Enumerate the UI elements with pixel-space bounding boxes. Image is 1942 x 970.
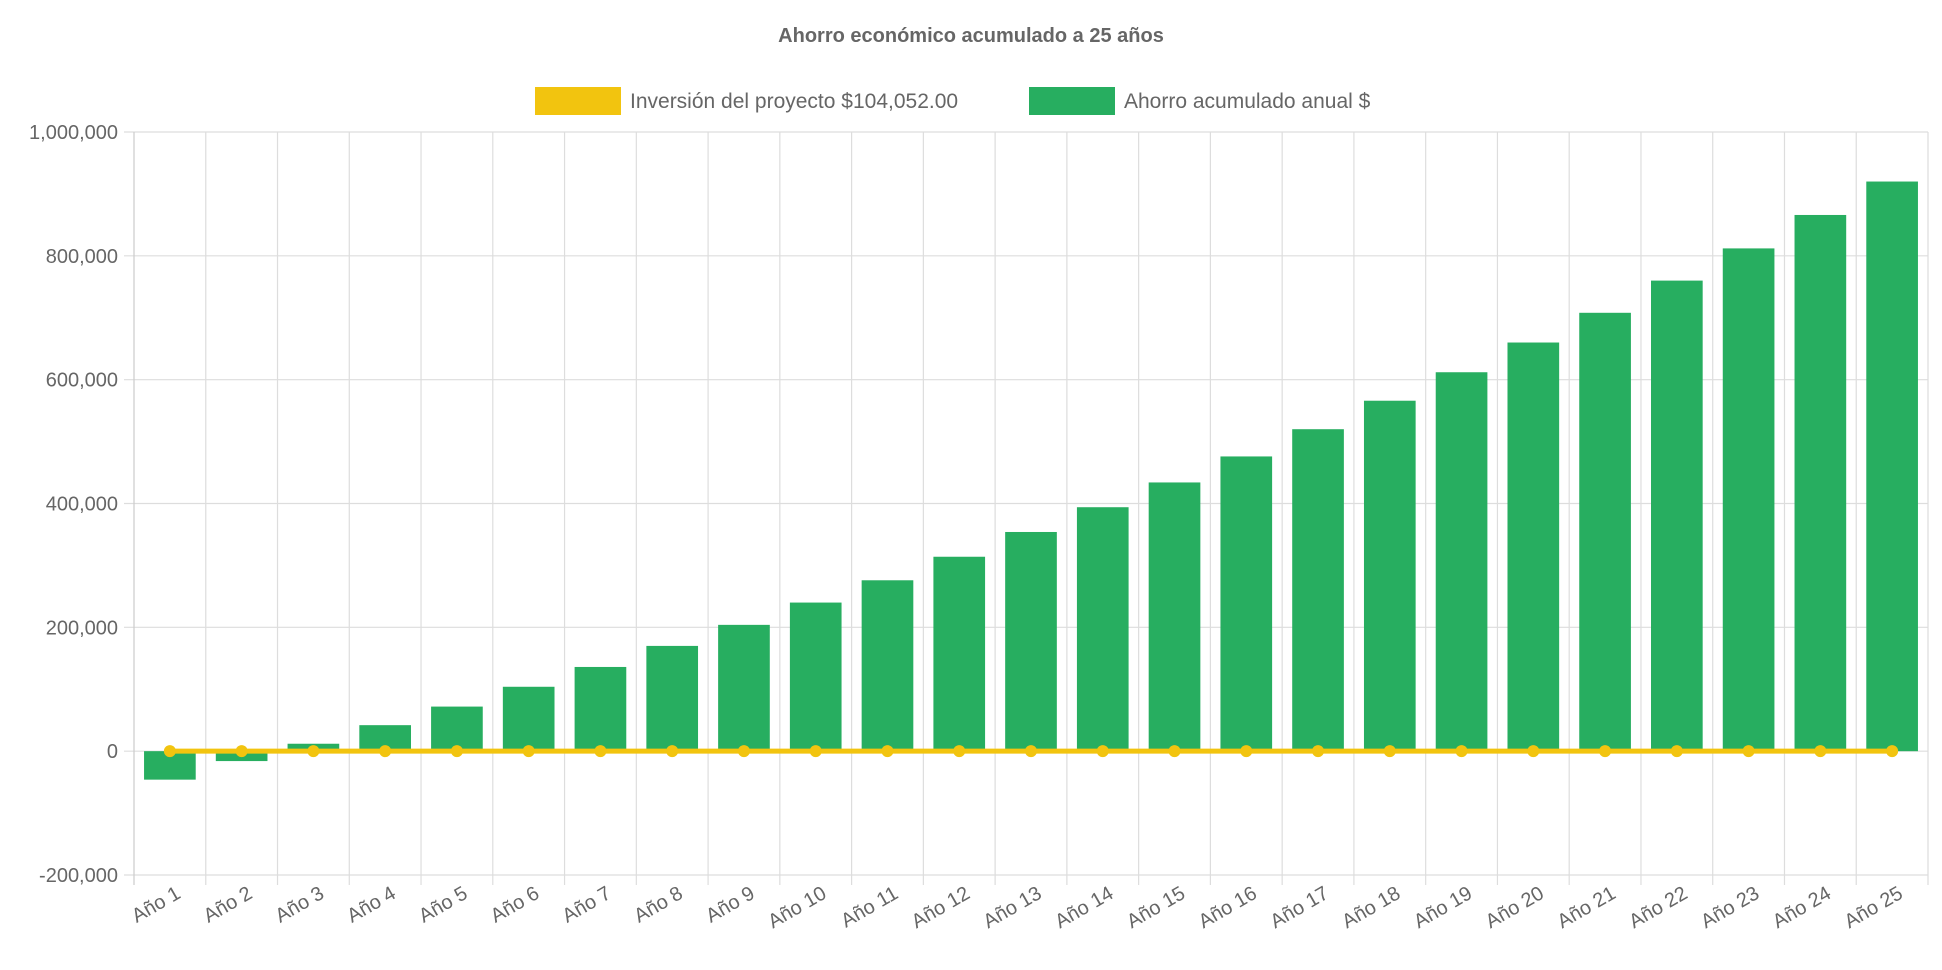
y-tick-label: -200,000: [39, 865, 118, 887]
x-tick-label: Año 7: [559, 882, 615, 927]
bar: [1866, 181, 1918, 752]
y-axis-labels: 1,000,000 800,000 600,000 400,000 200,000 0 -2…: [29, 122, 118, 887]
x-tick-label: Año 19: [1410, 882, 1476, 933]
x-tick-label: Año 2: [200, 882, 256, 927]
bar: [1220, 456, 1273, 752]
bar: [861, 580, 914, 752]
investment-point: [1742, 745, 1755, 758]
x-tick-label: Año 4: [343, 882, 399, 927]
legend-swatch: [535, 87, 621, 115]
x-tick-label: Año 24: [1769, 882, 1835, 933]
bar: [646, 645, 699, 752]
bar: [1292, 429, 1344, 752]
x-tick-label: Año 5: [415, 882, 471, 927]
bar: [1148, 482, 1201, 752]
y-tick-label: 800,000: [46, 246, 118, 268]
investment-point: [1240, 745, 1253, 758]
bar: [502, 686, 555, 752]
y-tick-label: 0: [107, 741, 118, 763]
investment-point: [522, 745, 535, 758]
line-series: [163, 745, 1899, 758]
bar: [1651, 280, 1703, 752]
investment-point: [1527, 745, 1540, 758]
bar: [1363, 400, 1416, 752]
x-tick-label: Año 20: [1482, 882, 1548, 933]
bar: [574, 666, 627, 752]
investment-point: [1599, 745, 1612, 758]
bar: [933, 556, 986, 752]
investment-point: [235, 745, 248, 758]
x-tick-label: Año 6: [487, 882, 543, 927]
bar: [431, 706, 483, 752]
x-tick-label: Año 12: [908, 882, 974, 933]
investment-point: [307, 745, 320, 758]
x-tick-label: Año 18: [1338, 882, 1404, 933]
investment-point: [163, 745, 176, 758]
y-tick-label: 600,000: [46, 370, 118, 392]
investment-point: [1814, 745, 1827, 758]
investment-point: [1096, 745, 1109, 758]
x-tick-label: Año 10: [764, 882, 830, 933]
x-tick-label: Año 13: [980, 882, 1046, 933]
legend-label: Ahorro acumulado anual $: [1124, 90, 1371, 113]
x-tick-label: Año 16: [1195, 882, 1261, 933]
x-tick-label: Año 21: [1554, 882, 1620, 933]
bars: [144, 181, 1918, 780]
bar: [1435, 372, 1488, 752]
bar: [1076, 507, 1129, 752]
investment-point: [1455, 745, 1468, 758]
bar: [1794, 214, 1847, 752]
investment-point: [1670, 745, 1683, 758]
investment-point: [953, 745, 966, 758]
investment-point: [1312, 745, 1325, 758]
investment-point: [1168, 745, 1181, 758]
investment-point: [379, 745, 392, 758]
investment-point: [1886, 745, 1899, 758]
x-tick-label: Año 14: [1051, 882, 1117, 933]
x-tick-label: Año 3: [272, 882, 328, 927]
bar: [789, 602, 842, 752]
investment-point: [666, 745, 679, 758]
legend-swatch: [1029, 87, 1115, 115]
investment-point: [594, 745, 607, 758]
investment-point: [737, 745, 750, 758]
x-tick-label: Año 23: [1697, 882, 1763, 933]
bar: [1005, 531, 1057, 752]
legend-label: Inversión del proyecto $104,052.00: [630, 90, 958, 113]
legend: Inversión del proyecto $104,052.00 Ahorro…: [535, 87, 1371, 115]
bar: [1507, 342, 1560, 752]
x-axis-labels: Año 1 Año 2 Año 3 Año 4 Año 5 Año 6 Año 7 Año 8…: [128, 882, 1907, 933]
y-tick-label: 200,000: [46, 617, 118, 639]
y-tick-label: 1,000,000: [29, 122, 118, 144]
investment-point: [1383, 745, 1396, 758]
x-tick-label: Año 11: [837, 882, 902, 932]
investment-point: [809, 745, 822, 758]
x-tick-label: Año 22: [1625, 882, 1691, 933]
bar: [1579, 312, 1631, 752]
x-tick-label: Año 8: [630, 882, 686, 927]
x-tick-label: Año 1: [128, 882, 184, 927]
investment-point: [450, 745, 463, 758]
bar: [718, 624, 770, 752]
investment-point: [1025, 745, 1037, 758]
x-tick-label: Año 25: [1841, 882, 1907, 933]
y-tick-label: 400,000: [46, 494, 118, 516]
investment-point: [881, 745, 894, 758]
x-tick-label: Año 17: [1267, 882, 1333, 933]
chart-title: Ahorro económico acumulado a 25 años: [778, 25, 1164, 47]
x-tick-label: Año 9: [702, 882, 758, 927]
x-tick-label: Año 15: [1123, 882, 1189, 933]
bar: [1722, 248, 1775, 752]
